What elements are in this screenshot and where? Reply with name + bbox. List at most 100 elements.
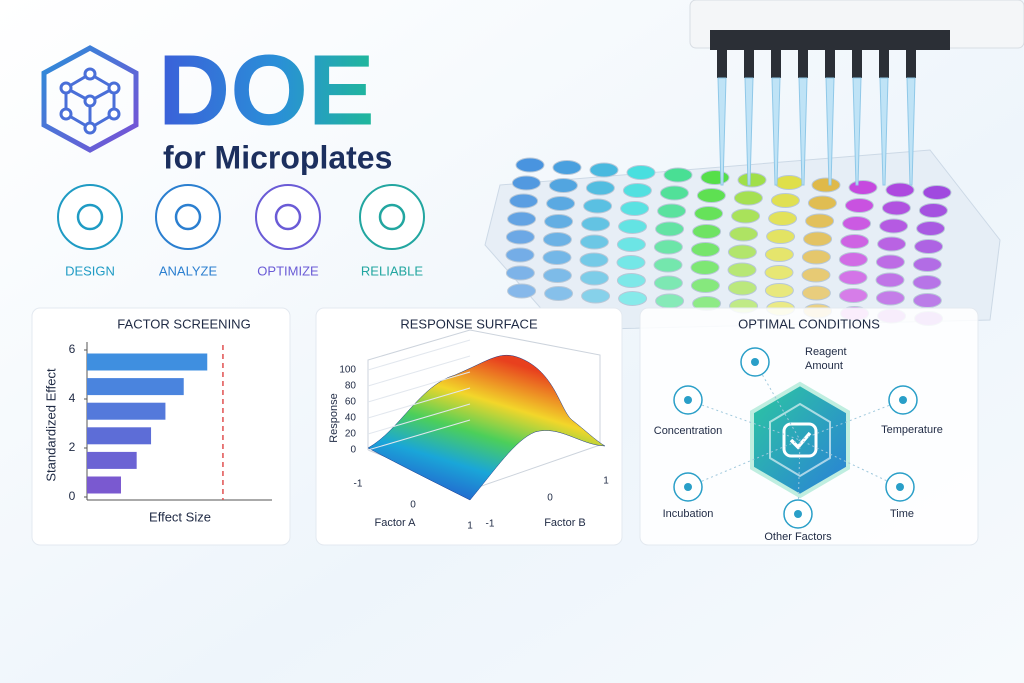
factor-glyph (794, 510, 802, 518)
well (805, 213, 835, 229)
z-tick-label: 100 (339, 365, 356, 376)
well (696, 188, 726, 203)
check-box (782, 422, 818, 458)
well (657, 203, 687, 219)
pipette (771, 48, 781, 78)
well (912, 257, 942, 272)
well (766, 229, 796, 244)
well (875, 290, 905, 306)
pipette (906, 48, 916, 78)
well (764, 265, 794, 280)
bar (87, 353, 208, 371)
feature-label: OPTIMIZE (257, 263, 319, 278)
well (737, 172, 767, 188)
well (922, 185, 952, 200)
feature-label: DESIGN (65, 263, 115, 278)
well (840, 234, 870, 249)
pipette-bar (710, 30, 950, 50)
factor-label: Incubation (663, 508, 714, 520)
well (579, 252, 609, 268)
feature-glyph (274, 203, 302, 231)
well (885, 182, 915, 198)
well (620, 201, 650, 216)
well (548, 178, 578, 193)
well (579, 234, 609, 250)
well (616, 273, 646, 288)
pipette-tip (825, 77, 835, 186)
well (544, 214, 574, 229)
well (803, 231, 833, 247)
factor-glyph (751, 358, 759, 366)
feature-glyph (378, 203, 406, 231)
well (622, 183, 652, 198)
well (807, 195, 837, 211)
well (544, 286, 574, 301)
connector (754, 361, 801, 441)
logo-hexagon (41, 45, 139, 153)
well (875, 272, 905, 288)
well (879, 218, 909, 234)
well (618, 219, 648, 234)
well (505, 229, 535, 245)
well (842, 216, 872, 231)
pipette (798, 48, 808, 78)
well (579, 270, 609, 286)
grid-line (367, 387, 471, 419)
axis-label: Factor A (375, 517, 417, 529)
well (768, 211, 798, 226)
feature-icon (155, 184, 221, 250)
factor-label: Amount (805, 360, 843, 372)
well (881, 200, 911, 216)
pipette (717, 48, 727, 78)
well (838, 288, 868, 303)
well (505, 265, 535, 281)
microplate-illustration (484, 0, 1024, 331)
factor-nodes: Reagent Amount Concentration Temperature Inc… (654, 346, 943, 543)
well (844, 198, 874, 213)
well (764, 247, 794, 262)
feature-label: ANALYZE (159, 263, 218, 278)
well (774, 175, 804, 190)
well (690, 260, 720, 275)
well (801, 249, 831, 265)
well (692, 224, 722, 239)
well (552, 160, 582, 175)
well (912, 293, 942, 308)
well (727, 280, 757, 296)
well (581, 288, 611, 304)
y-tick-label: 2 (69, 440, 76, 454)
panel-title: OPTIMAL CONDITIONS (738, 316, 880, 331)
bar (87, 476, 121, 494)
feature-row: DESIGN ANALYZE OPTIMIZE RELIABLE (57, 184, 425, 278)
pipette (852, 48, 862, 78)
factor-glyph (684, 396, 692, 404)
axis-label: Effect Size (149, 509, 211, 524)
surface (367, 354, 606, 501)
feature-glyph (76, 203, 104, 231)
well (542, 268, 572, 283)
well (700, 170, 730, 185)
well (509, 193, 539, 209)
center-hexagon (769, 402, 831, 478)
well (727, 262, 757, 278)
pipette (825, 48, 835, 78)
well (653, 257, 683, 273)
well (507, 211, 537, 227)
check-mark (789, 431, 812, 450)
well (694, 206, 724, 221)
factor-label: Reagent (805, 346, 847, 358)
well (877, 236, 907, 252)
well (690, 242, 720, 257)
well (770, 193, 800, 208)
well (914, 239, 944, 254)
pipette-tip (744, 77, 754, 186)
y-tick-label: -1 (486, 519, 495, 530)
pipette-tip (852, 77, 862, 186)
grid-line (367, 419, 471, 451)
well (801, 285, 831, 301)
feature-icon (359, 184, 425, 250)
axis-label: Response (328, 393, 340, 443)
well (505, 247, 535, 263)
well (690, 278, 720, 293)
subtitle: for Microplates (163, 139, 392, 175)
